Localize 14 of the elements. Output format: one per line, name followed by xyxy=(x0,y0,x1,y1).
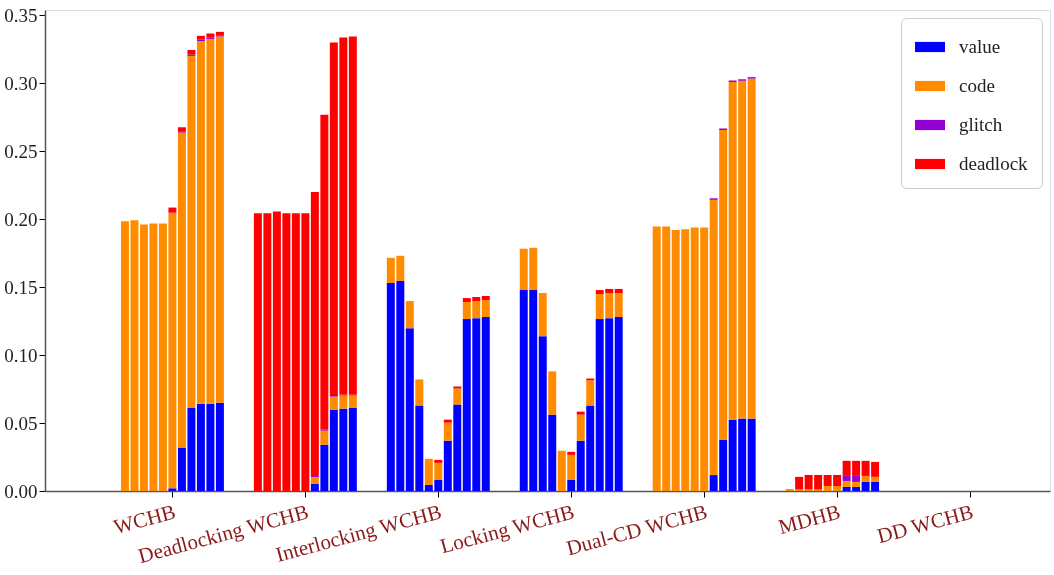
legend-label: code xyxy=(959,75,995,96)
y-tick-label: 0.05 xyxy=(4,412,38,434)
legend-label: value xyxy=(959,36,1001,57)
y-tick-label: 0.20 xyxy=(4,208,38,230)
legend-label: deadlock xyxy=(959,153,1029,174)
y-tick-label: 0.10 xyxy=(4,344,38,366)
y-tick-label: 0.00 xyxy=(4,480,38,502)
y-tick-label: 0.15 xyxy=(4,276,38,298)
x-tick-label: MDHB xyxy=(775,499,843,540)
y-tick-label: 0.25 xyxy=(4,140,38,162)
x-tick-label: DD WCHB xyxy=(874,499,976,549)
y-tick-label: 0.30 xyxy=(4,72,38,94)
legend-label: glitch xyxy=(959,114,1003,135)
y-tick-label: 0.35 xyxy=(4,4,38,26)
